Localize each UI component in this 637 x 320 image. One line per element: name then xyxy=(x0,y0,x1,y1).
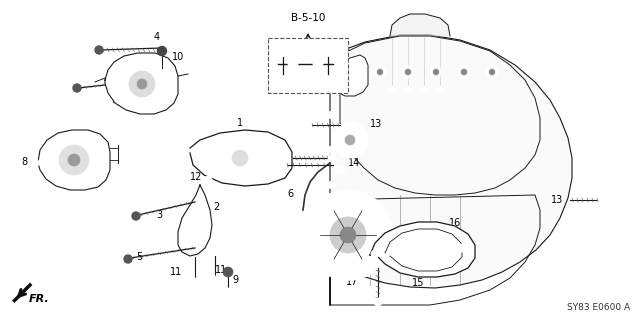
Circle shape xyxy=(335,135,345,145)
Circle shape xyxy=(211,276,219,284)
Text: 7: 7 xyxy=(110,95,116,105)
Circle shape xyxy=(232,150,248,166)
Text: 15: 15 xyxy=(412,278,424,288)
Circle shape xyxy=(73,84,81,92)
Circle shape xyxy=(313,59,323,69)
Text: 8: 8 xyxy=(22,157,28,167)
Circle shape xyxy=(304,121,312,129)
Circle shape xyxy=(279,161,287,169)
Circle shape xyxy=(224,288,232,296)
Circle shape xyxy=(378,69,382,75)
Circle shape xyxy=(129,71,155,97)
Text: 4: 4 xyxy=(154,32,160,42)
Text: 3: 3 xyxy=(156,210,162,220)
Circle shape xyxy=(340,227,356,243)
Circle shape xyxy=(303,190,393,280)
Text: 13: 13 xyxy=(370,119,382,129)
Circle shape xyxy=(191,278,199,286)
Polygon shape xyxy=(390,14,450,36)
Circle shape xyxy=(335,165,345,175)
Text: 13: 13 xyxy=(551,195,563,205)
Polygon shape xyxy=(38,130,110,190)
Circle shape xyxy=(59,145,89,175)
Circle shape xyxy=(68,154,80,166)
Polygon shape xyxy=(178,185,212,256)
Text: 12: 12 xyxy=(190,172,202,182)
Circle shape xyxy=(489,69,494,75)
Polygon shape xyxy=(330,35,572,305)
Text: 5: 5 xyxy=(136,252,142,262)
Circle shape xyxy=(420,86,427,93)
Text: FR.: FR. xyxy=(29,293,49,304)
Text: 14: 14 xyxy=(348,158,361,168)
Text: 2: 2 xyxy=(213,202,219,212)
Bar xyxy=(268,38,348,93)
Circle shape xyxy=(335,195,345,205)
Circle shape xyxy=(204,176,212,184)
Circle shape xyxy=(330,217,366,253)
Circle shape xyxy=(320,207,376,263)
Circle shape xyxy=(434,69,438,75)
Circle shape xyxy=(224,142,256,174)
Circle shape xyxy=(458,244,466,252)
Circle shape xyxy=(132,212,140,220)
Polygon shape xyxy=(190,130,292,186)
Text: 11: 11 xyxy=(169,267,182,277)
Polygon shape xyxy=(370,222,475,277)
Circle shape xyxy=(389,86,396,93)
Circle shape xyxy=(458,66,470,78)
Circle shape xyxy=(95,46,103,54)
Polygon shape xyxy=(105,53,178,114)
Text: 10: 10 xyxy=(172,52,184,62)
Circle shape xyxy=(598,196,606,204)
Circle shape xyxy=(430,66,442,78)
Circle shape xyxy=(338,128,362,152)
Circle shape xyxy=(332,122,368,158)
Circle shape xyxy=(223,267,233,277)
Circle shape xyxy=(406,69,410,75)
Circle shape xyxy=(52,138,96,182)
Circle shape xyxy=(328,181,336,189)
Text: B-5-10: B-5-10 xyxy=(291,13,325,23)
Circle shape xyxy=(328,154,336,162)
Text: 17: 17 xyxy=(346,277,358,287)
Circle shape xyxy=(157,46,166,55)
Text: 6: 6 xyxy=(287,189,293,199)
Text: SY83 E0600 A: SY83 E0600 A xyxy=(567,303,630,312)
Circle shape xyxy=(374,66,386,78)
Circle shape xyxy=(328,111,336,119)
Circle shape xyxy=(345,135,355,145)
Text: 11: 11 xyxy=(215,265,227,275)
Circle shape xyxy=(461,69,466,75)
Circle shape xyxy=(371,250,379,258)
Circle shape xyxy=(124,255,132,263)
Polygon shape xyxy=(330,55,368,96)
Text: 16: 16 xyxy=(449,218,461,228)
Circle shape xyxy=(122,64,162,104)
Text: 9: 9 xyxy=(232,275,238,285)
Circle shape xyxy=(436,86,443,93)
Circle shape xyxy=(288,59,298,69)
Circle shape xyxy=(486,66,498,78)
Text: 1: 1 xyxy=(237,118,243,128)
Circle shape xyxy=(402,66,414,78)
Circle shape xyxy=(31,159,39,167)
Circle shape xyxy=(404,86,412,93)
Circle shape xyxy=(374,298,382,306)
Circle shape xyxy=(137,79,147,89)
Circle shape xyxy=(310,197,386,273)
Circle shape xyxy=(328,146,336,154)
